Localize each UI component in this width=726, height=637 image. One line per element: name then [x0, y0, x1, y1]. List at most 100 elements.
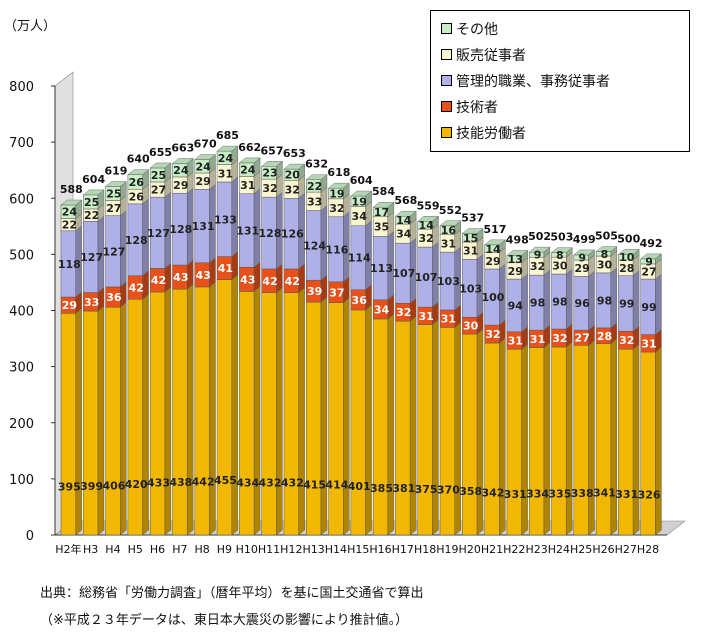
legend-item: 技能労働者 — [441, 123, 526, 143]
bar-total-label: 500 — [617, 232, 640, 245]
bar-segment — [239, 291, 255, 536]
bar-segment-side — [543, 342, 551, 536]
bar-value-label: 9 — [578, 251, 586, 264]
y-tick-label: 500 — [9, 248, 34, 263]
bar-segment-side — [320, 296, 328, 536]
bar-value-label: 375 — [415, 483, 438, 496]
bar-value-label: 10 — [619, 251, 635, 264]
bar-total-label: 632 — [305, 158, 328, 171]
bar-value-label: 127 — [80, 251, 103, 264]
bar-value-label: 31 — [641, 337, 656, 350]
x-tick-label: H16 — [369, 543, 391, 556]
bar-top-face — [194, 154, 217, 160]
bar-total-label: 618 — [327, 166, 350, 179]
bar-segment-side — [588, 339, 595, 536]
bar-value-label: 27 — [151, 184, 166, 197]
bar-total-label: 505 — [595, 230, 618, 243]
bar-value-label: 22 — [84, 209, 99, 222]
bar-value-label: 31 — [441, 237, 456, 250]
bar-value-label: 32 — [262, 182, 277, 195]
bar-segment — [417, 324, 433, 536]
bar-value-label: 103 — [459, 282, 482, 295]
x-tick-label: H25 — [570, 543, 592, 556]
bar-value-label: 34 — [352, 210, 368, 223]
bar-total-label: 492 — [640, 237, 663, 250]
bar-segment — [60, 313, 76, 536]
legend-item: 技術者 — [441, 97, 498, 117]
bar-value-label: 20 — [285, 169, 301, 182]
bar-value-label: 43 — [173, 271, 188, 284]
bar-value-label: 25 — [84, 196, 99, 209]
bar-value-label: 127 — [102, 245, 125, 258]
bar-value-label: 43 — [240, 273, 255, 286]
bar-value-label: 126 — [281, 228, 304, 241]
bar-value-label: 127 — [147, 227, 170, 240]
bar-value-label: 39 — [307, 285, 322, 298]
bar-segment — [528, 347, 545, 536]
bar-top-face — [60, 199, 83, 206]
x-tick-label: H10 — [236, 543, 258, 556]
bar-segment — [261, 292, 277, 536]
bar-top-face — [171, 158, 194, 164]
bar-value-label: 41 — [218, 262, 233, 275]
bar-value-label: 29 — [575, 262, 590, 275]
bar-top-face — [82, 189, 105, 196]
x-tick-label: H26 — [592, 543, 614, 556]
bar-segment-side — [231, 274, 238, 536]
x-tick-label: H8 — [194, 543, 209, 556]
bar-total-label: 640 — [127, 153, 150, 166]
x-tick-label: H2年 — [55, 542, 81, 556]
legend-item: 販売従事者 — [441, 45, 526, 65]
x-tick-label: H21 — [481, 543, 503, 556]
bar-segment-side — [186, 283, 194, 536]
x-tick-label: H13 — [302, 543, 324, 556]
bar-value-label: 29 — [508, 265, 523, 278]
bar-value-label: 432 — [281, 477, 304, 490]
bar-value-label: 381 — [392, 482, 415, 495]
bar-value-label: 43 — [195, 269, 210, 282]
bar-segment-side — [432, 319, 439, 536]
bar-value-label: 133 — [214, 213, 237, 226]
bar-top-face — [506, 250, 529, 256]
bar-value-label: 32 — [396, 306, 411, 319]
bar-top-face — [216, 145, 239, 152]
bar-value-label: 34 — [396, 228, 412, 241]
bar-value-label: 31 — [530, 333, 545, 346]
bar-value-label: 15 — [463, 232, 478, 245]
bar-value-label: 99 — [619, 297, 634, 310]
bar-value-label: 32 — [619, 334, 634, 347]
x-tick-label: H3 — [83, 543, 98, 556]
bar-value-label: 107 — [392, 267, 415, 280]
bar-value-label: 42 — [151, 274, 166, 287]
bar-value-label: 29 — [485, 255, 500, 268]
bar-segment — [172, 288, 188, 536]
bar-value-label: 338 — [571, 487, 594, 500]
bar-value-label: 36 — [106, 291, 122, 304]
bar-top-face — [484, 239, 506, 246]
bar-value-label: 42 — [285, 275, 300, 288]
legend-swatch — [441, 101, 452, 112]
bar-value-label: 32 — [285, 183, 300, 196]
bar-value-label: 25 — [151, 169, 166, 182]
bar-value-label: 24 — [62, 206, 78, 219]
estimate-note: （※平成２３年データは、東日本大震災の影響により推計値。） — [40, 613, 409, 628]
bar-value-label: 29 — [62, 299, 77, 312]
y-tick-label: 200 — [9, 417, 34, 432]
bar-value-label: 26 — [129, 191, 145, 204]
bar-segment-side — [343, 297, 350, 536]
bar-total-label: 685 — [216, 129, 239, 142]
bar-total-label: 584 — [372, 185, 395, 198]
x-tick-label: H12 — [280, 543, 302, 556]
bar-value-label: 42 — [262, 275, 277, 288]
bar-value-label: 98 — [530, 297, 545, 310]
bar-total-label: 502 — [528, 230, 551, 243]
bar-value-label: 406 — [102, 479, 125, 492]
bar-total-label: 653 — [283, 147, 306, 160]
bar-value-label: 42 — [129, 281, 144, 294]
bar-value-label: 401 — [348, 480, 371, 493]
bar-top-face — [127, 169, 150, 175]
bar-segment-side — [365, 304, 372, 536]
x-tick-label: H23 — [525, 543, 547, 556]
bar-segment — [350, 309, 366, 536]
